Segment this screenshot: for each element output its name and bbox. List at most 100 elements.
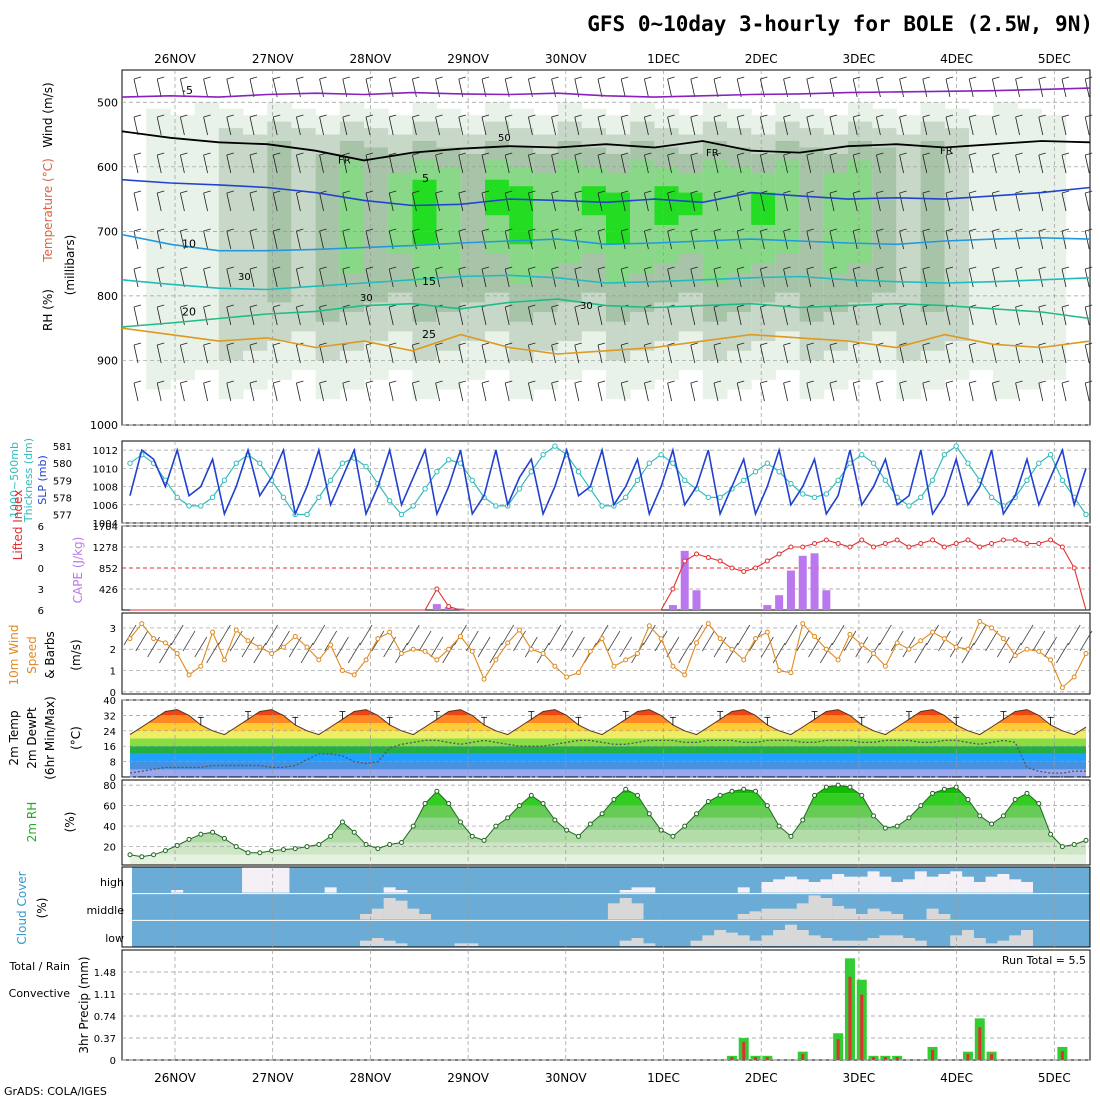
wind-speed-point — [221, 657, 227, 663]
lifted-index-point — [705, 555, 711, 560]
wind-barb-flag — [667, 76, 675, 80]
wind-barb — [922, 382, 928, 402]
wind-barb — [1084, 192, 1090, 212]
wind-barb — [713, 382, 719, 402]
rh-shading-cell — [896, 134, 922, 361]
rh-fill — [130, 785, 1086, 865]
rh-point — [906, 815, 912, 821]
wind-speed-point — [292, 633, 298, 639]
wind-barb — [272, 306, 278, 326]
rh-point — [540, 801, 546, 807]
wind-barb — [876, 154, 881, 174]
wind-speed-point — [776, 668, 782, 674]
wind-barb-flag — [945, 76, 954, 80]
thickness-point — [705, 494, 712, 501]
surface-wind-barb — [206, 642, 219, 664]
wind-barb — [319, 344, 324, 364]
precip-convective-bar — [1060, 1051, 1064, 1060]
wind-barb-flag — [180, 304, 188, 308]
wind-barb-flag — [760, 342, 768, 346]
surface-wind-barb — [985, 630, 998, 652]
wind-barb-flag — [249, 304, 258, 308]
thickness-point — [363, 463, 369, 470]
rh-point — [1036, 801, 1042, 807]
thickness-point — [493, 503, 499, 509]
wind-barb-flag — [296, 380, 304, 384]
rh-point — [871, 813, 877, 819]
cloud-low-bar — [631, 938, 644, 946]
precip-tick: 0.37 — [94, 1034, 116, 1045]
wind-speed-point — [528, 646, 534, 652]
wind-barb — [249, 268, 255, 288]
wind-barb-flag — [1061, 114, 1070, 118]
top-date-label: 28NOV — [350, 52, 392, 66]
wind-barb — [1061, 116, 1067, 136]
wind-barb — [1038, 154, 1044, 174]
wind-barb-flag — [412, 304, 420, 308]
wind-barb — [528, 154, 533, 174]
wind-barb — [597, 382, 603, 402]
wind-barb-flag — [133, 190, 142, 194]
cloud-middle-bar — [891, 914, 904, 920]
wind-barb-flag — [412, 380, 420, 384]
wind-barb-flag — [667, 342, 675, 346]
wind-barb-flag — [458, 380, 466, 384]
wind-barb-flag — [690, 380, 698, 384]
wind-barb-flag — [1061, 190, 1070, 194]
wind-barb — [156, 192, 162, 212]
thickness-point — [788, 481, 794, 487]
lifted-index-point — [1071, 565, 1077, 571]
wind-barb — [968, 344, 974, 364]
slp-line — [129, 447, 1087, 517]
temperature-band — [130, 761, 1086, 770]
wind-barb — [597, 230, 603, 250]
wind-barb-flag — [435, 228, 443, 232]
wind-barb-flag — [319, 228, 327, 232]
wind-barb-flag — [783, 114, 791, 118]
surface-wind-barb — [218, 624, 231, 646]
wind-speed-point — [210, 629, 216, 635]
wind-barb-flag — [180, 266, 188, 270]
wind-barb-flag — [505, 380, 513, 384]
wind-barb — [992, 116, 997, 136]
surface-wind-barb — [642, 624, 656, 646]
wind-barb-flag — [551, 76, 559, 80]
wind-speed-point — [977, 619, 983, 625]
wind-barb — [249, 382, 255, 402]
cloud-high-bar — [324, 887, 337, 893]
precip-convective-bar — [990, 1054, 994, 1060]
wind-barb-flag — [621, 76, 629, 80]
wind-barb-flag — [435, 76, 443, 80]
wind-barb-flag — [412, 342, 420, 346]
wind-barb — [435, 116, 440, 136]
wind-barb — [945, 78, 951, 98]
rh-tick: 20 — [103, 843, 116, 854]
wind-barb — [829, 306, 835, 326]
surface-wind-barb — [277, 630, 290, 652]
cloud-high-bar — [796, 879, 809, 893]
surface-wind-barb — [997, 636, 1010, 658]
wind-barb — [458, 344, 464, 364]
rh-point — [835, 782, 841, 788]
wind-barb-flag — [853, 266, 861, 270]
wind-barb — [1084, 306, 1090, 326]
rh-point — [233, 844, 239, 850]
wind-barb — [180, 154, 185, 174]
wind-barb — [1015, 382, 1020, 402]
wind-barb-flag — [435, 380, 443, 384]
wind-barb-flag — [528, 304, 536, 308]
wind-barb — [388, 116, 394, 136]
bottom-date-label: 1DEC — [647, 1071, 680, 1085]
axis-label-minmax: (6hr Min/Max) — [43, 696, 57, 780]
bottom-date-axis: 26NOV 27NOV 28NOV 29NOV 30NOV 1DEC 2DEC 3DEC 4DE… — [154, 1071, 1071, 1085]
wind-barb — [736, 154, 742, 174]
wind-barb-flag — [737, 380, 745, 384]
lifted-index-point — [977, 544, 983, 550]
surface-wind-barb — [359, 624, 373, 646]
axis-unit-label: (millibars) — [63, 235, 77, 296]
bottom-date-label: 27NOV — [252, 1071, 294, 1085]
cloud-low-bar — [891, 935, 904, 946]
wind-barb-flag — [829, 380, 838, 384]
rh-point — [398, 839, 404, 845]
cloud-high-bar — [1020, 882, 1033, 893]
